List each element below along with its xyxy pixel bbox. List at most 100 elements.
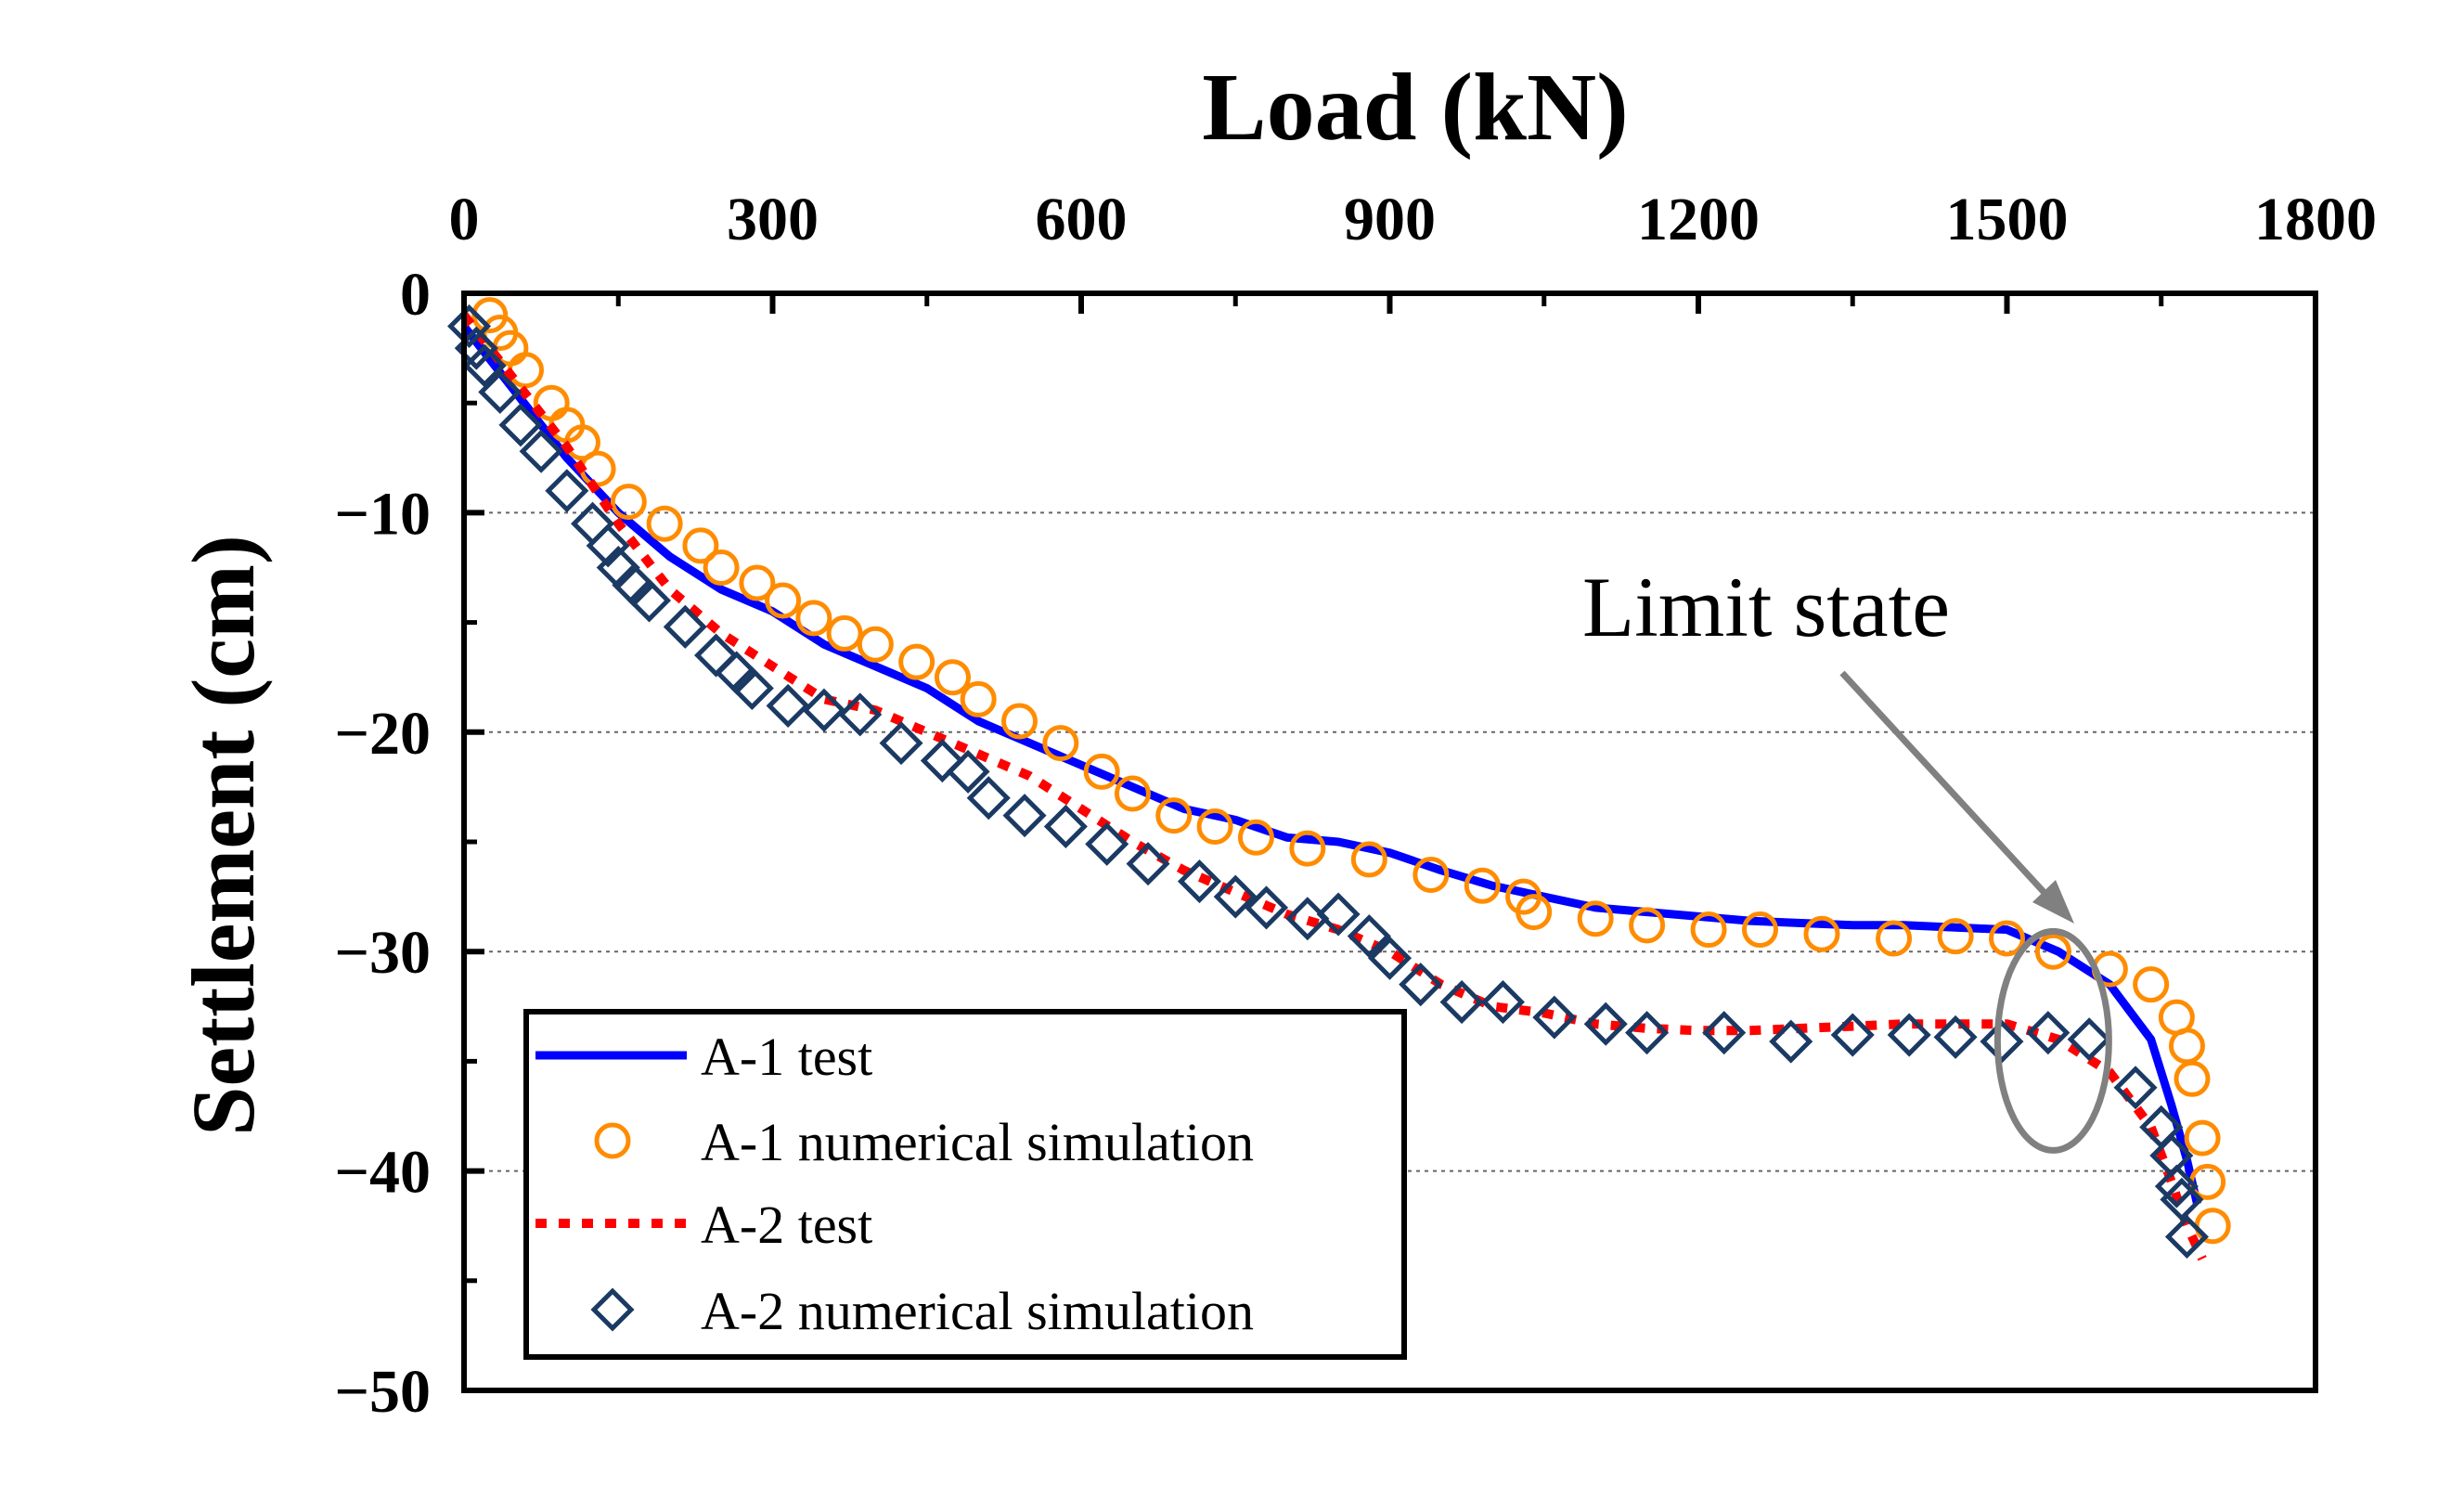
y-tick-label: −50: [334, 1358, 431, 1426]
a1-simulation-point: [795, 600, 832, 637]
y-tick-label: −20: [334, 700, 431, 768]
a2-simulation-point: [1830, 1013, 1875, 1057]
a2-simulation-point: [545, 469, 589, 513]
a1-simulation-point: [857, 626, 894, 663]
a2-simulation-point: [586, 523, 630, 568]
a1-simulation-point: [1413, 856, 1450, 893]
legend-label-a2-sim: A-2 numerical simulation: [701, 1281, 1254, 1341]
a2-simulation-point: [447, 304, 492, 348]
a2-simulation-point: [1480, 980, 1525, 1025]
a2-simulation-point: [2026, 1011, 2071, 1055]
y-tick-label: −40: [334, 1139, 431, 1207]
a1-simulation-point: [646, 505, 683, 542]
plot-frame: [461, 291, 2318, 1393]
a1-simulation-point: [1690, 911, 1727, 949]
a2-simulation-point: [1177, 859, 1221, 904]
a2-simulation-point: [462, 343, 507, 388]
x-axis-title: Load (kN): [1202, 54, 1628, 161]
a2-simulation-point: [663, 604, 707, 649]
a2-simulation-point: [1583, 1001, 1628, 1046]
a1-simulation-point: [1989, 920, 2025, 957]
a2-simulation-point: [946, 749, 990, 794]
a2-simulation-point: [1702, 1011, 1747, 1055]
a1-simulation-point: [1577, 900, 1614, 937]
a1-simulation-point: [1350, 841, 1387, 878]
a1-simulation-point: [2174, 1060, 2211, 1097]
a1-simulation-point: [2184, 1119, 2221, 1157]
series-layer: [447, 297, 2231, 1261]
a2-simulation-point: [498, 403, 543, 447]
annotation-arrow-icon: [1839, 670, 2058, 908]
annotation-arrowhead-icon: [2032, 880, 2074, 924]
a2-simulation-point: [2113, 1066, 2158, 1110]
a2-simulation-point: [1769, 1019, 1813, 1064]
legend-swatch-a1-sim: [594, 1122, 631, 1159]
legend: A-1 test A-1 numerical simulation A-2 te…: [523, 1009, 1407, 1360]
a1-simulation-point: [1937, 918, 1974, 955]
series-a2-test-line: [460, 312, 2207, 1261]
a2-simulation-point: [729, 666, 774, 711]
a2-simulation-point: [802, 688, 846, 732]
a1-simulation-point: [2034, 933, 2071, 970]
x-tick-label: 0: [449, 186, 480, 253]
y-tick-label: 0: [400, 261, 431, 329]
a1-simulation-point: [1742, 911, 1778, 949]
a1-simulation-point: [1464, 867, 1501, 904]
x-tick-label: 1200: [1637, 186, 1760, 253]
a1-simulation-point: [1629, 907, 1666, 944]
legend-box: [523, 1009, 1407, 1360]
axis-layer: 0 300 600 900 1200 1500 1800 0 −10 −20 −30 −40 −50: [334, 186, 2377, 1426]
a2-simulation-point: [1532, 995, 1577, 1040]
a1-simulation-point: [765, 582, 802, 619]
a2-simulation-point: [1043, 804, 1088, 848]
x-tick-label: 600: [1036, 186, 1128, 253]
a1-simulation-point: [1155, 797, 1193, 834]
a2-simulation-point: [1439, 980, 1484, 1025]
a2-simulation-point: [2154, 1164, 2199, 1208]
a1-simulation-point: [1114, 775, 1151, 812]
annotation-label: Limit state: [1582, 560, 1950, 654]
y-tick-label: −30: [334, 919, 431, 987]
a1-simulation-point: [703, 549, 740, 586]
a2-simulation-point: [1085, 821, 1129, 866]
a2-simulation-point: [1887, 1013, 1931, 1057]
a1-simulation-point: [934, 659, 971, 696]
limit-state-ellipse: [1993, 927, 2112, 1154]
legend-swatch-a2-sim: [590, 1287, 635, 1332]
legend-label-a1-test: A-1 test: [701, 1027, 872, 1087]
a1-simulation-point: [1289, 830, 1326, 867]
a2-simulation-point: [1625, 1011, 1670, 1055]
a2-simulation-point: [2067, 1017, 2111, 1062]
a2-simulation-point: [1399, 963, 1443, 1007]
a2-simulation-point: [1367, 936, 1413, 980]
a2-simulation-point: [478, 369, 522, 414]
a2-simulation-point: [966, 776, 1011, 821]
a2-simulation-point: [2160, 1177, 2204, 1221]
y-axis-title: Settlement (cm): [174, 535, 273, 1136]
a2-simulation-point: [1213, 874, 1258, 919]
legend-label-a2-test: A-2 test: [701, 1195, 872, 1255]
a2-simulation-point: [1244, 885, 1289, 930]
a2-simulation-point: [519, 429, 563, 473]
a1-simulation-point: [826, 614, 863, 652]
a1-simulation-point: [960, 680, 997, 717]
x-tick-label: 1500: [1946, 186, 2069, 253]
a1-simulation-point: [1876, 920, 1913, 957]
a2-simulation-point: [2164, 1214, 2209, 1260]
a2-simulation-point: [626, 578, 672, 623]
a1-simulation-point: [739, 564, 776, 601]
a1-simulation-point: [610, 484, 647, 521]
a2-simulation-point: [879, 721, 923, 766]
a1-simulation-point: [1196, 808, 1233, 845]
y-tick-label: −10: [334, 480, 431, 548]
a1-simulation-point: [1237, 819, 1274, 856]
x-tick-label: 300: [727, 186, 819, 253]
a1-simulation-point: [682, 527, 719, 564]
a2-simulation-point: [1933, 1014, 1978, 1059]
x-tick-label: 900: [1344, 186, 1436, 253]
limit-state-annotation: Limit state: [1582, 560, 2112, 1154]
a2-simulation-point: [766, 683, 810, 728]
a2-simulation-point: [1126, 842, 1170, 886]
a2-simulation-point: [920, 738, 964, 783]
a2-simulation-point: [1316, 892, 1361, 937]
